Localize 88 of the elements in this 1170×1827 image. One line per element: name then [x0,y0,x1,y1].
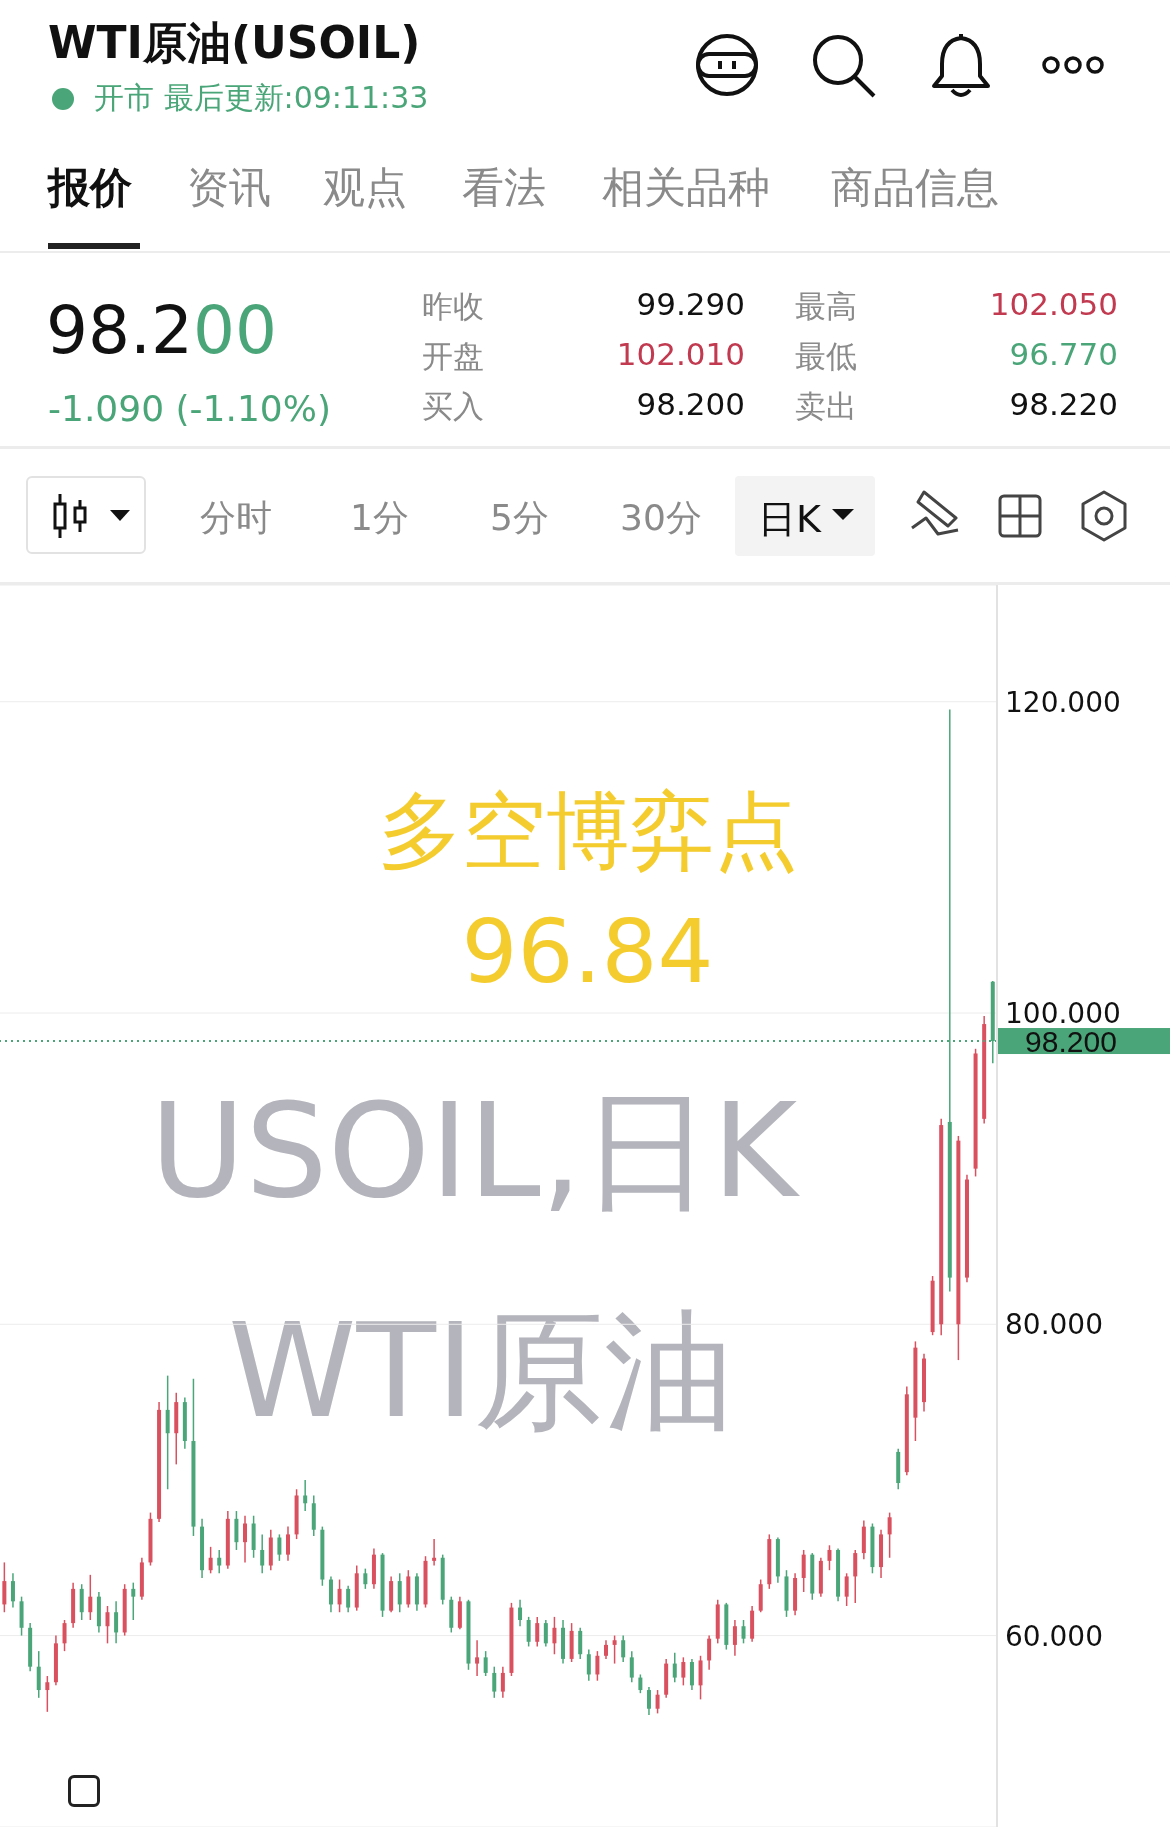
text: 日K [758,496,821,543]
candlestick [526,1616,531,1648]
text: 102.050 [988,286,1118,322]
candlestick [303,1479,308,1512]
candlestick [2,1561,7,1613]
text: 最低 [795,337,857,376]
text: 卖出 [795,387,857,426]
candlestick [79,1583,84,1621]
text: 96.770 [1008,336,1118,372]
chart-title: WTI原油(USOIL) [48,16,421,70]
candlestick [208,1546,213,1575]
candlestick [492,1665,497,1699]
candlestick [165,1374,170,1491]
y-tick-label: 60.000 [1005,1619,1103,1653]
candlestick [621,1634,626,1663]
candlestick [689,1658,694,1691]
y-tick-label: 80.000 [1005,1308,1103,1342]
annotation: USOIL,日K [150,1074,798,1229]
text: 1分 [350,496,409,540]
annotation: 96.84 [461,900,714,1003]
candlestick [346,1585,351,1613]
text: 报价 [48,162,132,214]
candlestick [672,1651,677,1684]
text: 98.200 [635,386,745,422]
candlestick [243,1514,248,1564]
candlestick [131,1581,136,1621]
candlestick [732,1619,737,1657]
text: 买入 [422,387,484,426]
y-tick-label: 120.000 [1005,685,1121,719]
candlestick [543,1619,548,1648]
candlestick [853,1549,858,1604]
candlestick [801,1549,806,1593]
text: 商品信息 [831,162,999,214]
candlestick [432,1538,437,1567]
candlestick [500,1665,505,1699]
candlestick [475,1639,480,1677]
candlestick [363,1567,368,1590]
candlestick [114,1600,119,1645]
candlestick [217,1549,222,1575]
candlestick [45,1675,50,1713]
text: 98.200 [46,292,277,369]
candlestick [612,1634,617,1665]
candlestick [518,1599,523,1627]
candlestick [285,1525,290,1562]
text: -1.090 (-1.10%) [48,388,331,429]
text: 5分 [490,496,549,540]
candlestick [234,1510,239,1551]
text: 观点 [323,162,407,214]
annotation: 多空博弈点 [376,781,799,882]
candlestick [638,1673,643,1694]
text: 看法 [462,162,546,214]
text: 资讯 [187,162,271,214]
text: 昨收 [422,287,484,326]
candlestick [681,1656,686,1687]
text: 最高 [795,287,857,326]
candlestick [741,1619,746,1645]
candlestick [88,1574,93,1621]
text: 99.290 [635,286,745,322]
candlestick [337,1578,342,1613]
candlestick [578,1627,583,1660]
candlestick [827,1544,832,1571]
candlestick [483,1650,488,1677]
text: 分时 [200,496,272,540]
candlestick [844,1572,849,1607]
text: 102.010 [615,336,745,372]
candlestick [586,1648,591,1682]
text: 30分 [620,496,702,540]
text: 98.220 [1008,386,1118,422]
candlestick [397,1572,402,1613]
candlestick [535,1616,540,1648]
candlestick [604,1639,608,1660]
candlestick [646,1686,651,1716]
candlestick [629,1650,634,1684]
candlestick [62,1619,67,1652]
candlestick [10,1572,15,1609]
text: 相关品种 [602,162,770,214]
text: 开盘 [422,337,484,376]
candlestick [36,1650,41,1699]
candlestick [260,1533,265,1575]
candlestick [707,1634,712,1671]
candlestick [105,1605,110,1645]
chart-subtitle: 开市 最后更新:09:11:33 [94,79,429,117]
candlestick [552,1616,557,1655]
candlestick [277,1533,282,1562]
candlestick [595,1650,600,1682]
candlestick [887,1511,892,1559]
annotation: WTI原油 [228,1294,735,1449]
candlestick [655,1689,660,1715]
